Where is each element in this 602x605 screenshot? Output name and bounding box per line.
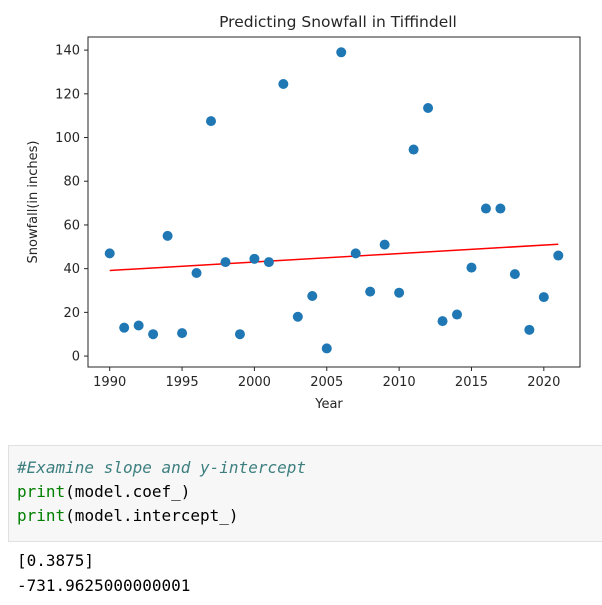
regression-line — [109, 243, 559, 272]
scatter-point — [321, 343, 332, 354]
cell-output: [0.3875] -731.9625000000001 — [17, 548, 190, 598]
scatter-point — [148, 329, 159, 340]
scatter-point — [452, 309, 462, 320]
chart-svg: 1990 1995 2000 2005 2010 2015 2020 0 20 40 60 80 100… — [26, 13, 581, 412]
scatter-point — [220, 257, 231, 268]
scatter-point — [466, 262, 477, 273]
scatter-point — [423, 103, 434, 114]
scatter-point — [336, 47, 347, 58]
x-tick-label: 2020 — [527, 375, 560, 390]
code-line-comment: #Examine slope and y-intercept — [17, 456, 602, 480]
scatter-point — [292, 311, 303, 322]
scatter-point — [234, 329, 245, 340]
y-axis-label: Snowfall(in inches) — [26, 141, 41, 264]
snowfall-chart: 1990 1995 2000 2005 2010 2015 2020 0 20 40 60 80 100… — [26, 13, 581, 412]
print-coef-arg: (model.coef_) — [65, 482, 191, 501]
x-tick-label: 1995 — [166, 375, 199, 390]
scatter-point — [437, 316, 448, 327]
x-tick-label: 2005 — [310, 375, 343, 390]
scatter-point — [191, 268, 202, 279]
x-tick-label: 2000 — [238, 375, 271, 390]
output-coef: [0.3875] — [17, 551, 95, 570]
x-tick-label: 2015 — [455, 375, 488, 390]
scatter-point — [104, 248, 115, 259]
scatter-point — [177, 328, 188, 339]
output-intercept: -731.9625000000001 — [17, 576, 191, 595]
scatter-point — [538, 292, 549, 303]
y-tick-label: 100 — [55, 131, 80, 146]
y-tick-label: 20 — [63, 306, 80, 321]
x-tick-label: 1990 — [93, 375, 126, 390]
scatter-point — [350, 248, 361, 259]
scatter-point — [133, 320, 144, 331]
print-keyword: print — [17, 482, 66, 501]
print-intercept-arg: (model.intercept_) — [65, 506, 239, 525]
scatter-point — [408, 144, 419, 155]
y-tick-label: 80 — [63, 175, 80, 190]
scatter-point — [263, 257, 274, 268]
scatter-point — [379, 239, 390, 250]
scatter-point — [365, 286, 376, 297]
x-axis-label: Year — [314, 397, 343, 412]
scatter-point — [524, 324, 535, 335]
scatter-point — [119, 322, 130, 333]
scatter-point — [206, 116, 216, 127]
scatter-point — [307, 290, 318, 301]
scatter-point — [509, 269, 520, 280]
code-cell[interactable]: #Examine slope and y-intercept print(mod… — [8, 445, 602, 542]
y-tick-label: 0 — [72, 350, 80, 365]
y-tick-label: 120 — [55, 87, 80, 102]
scatter-point — [480, 203, 491, 214]
scatter-point — [553, 250, 564, 261]
code-line-print-intercept: print(model.intercept_) — [17, 504, 602, 528]
scatter-point — [249, 253, 260, 264]
scatter-point — [394, 287, 405, 298]
y-tick-label: 60 — [63, 218, 80, 233]
code-line-print-coef: print(model.coef_) — [17, 480, 602, 504]
chart-title: Predicting Snowfall in Tiffindell — [219, 13, 457, 31]
y-tick-label: 40 — [63, 262, 80, 277]
scatter-point — [495, 203, 506, 214]
y-tick-label: 140 — [55, 44, 80, 59]
code-comment: #Examine slope and y-intercept — [17, 458, 306, 477]
x-tick-label: 2010 — [383, 375, 416, 390]
scatter-point — [162, 230, 173, 241]
plot-frame — [87, 36, 581, 368]
scatter-point — [278, 78, 289, 89]
print-keyword: print — [17, 506, 66, 525]
